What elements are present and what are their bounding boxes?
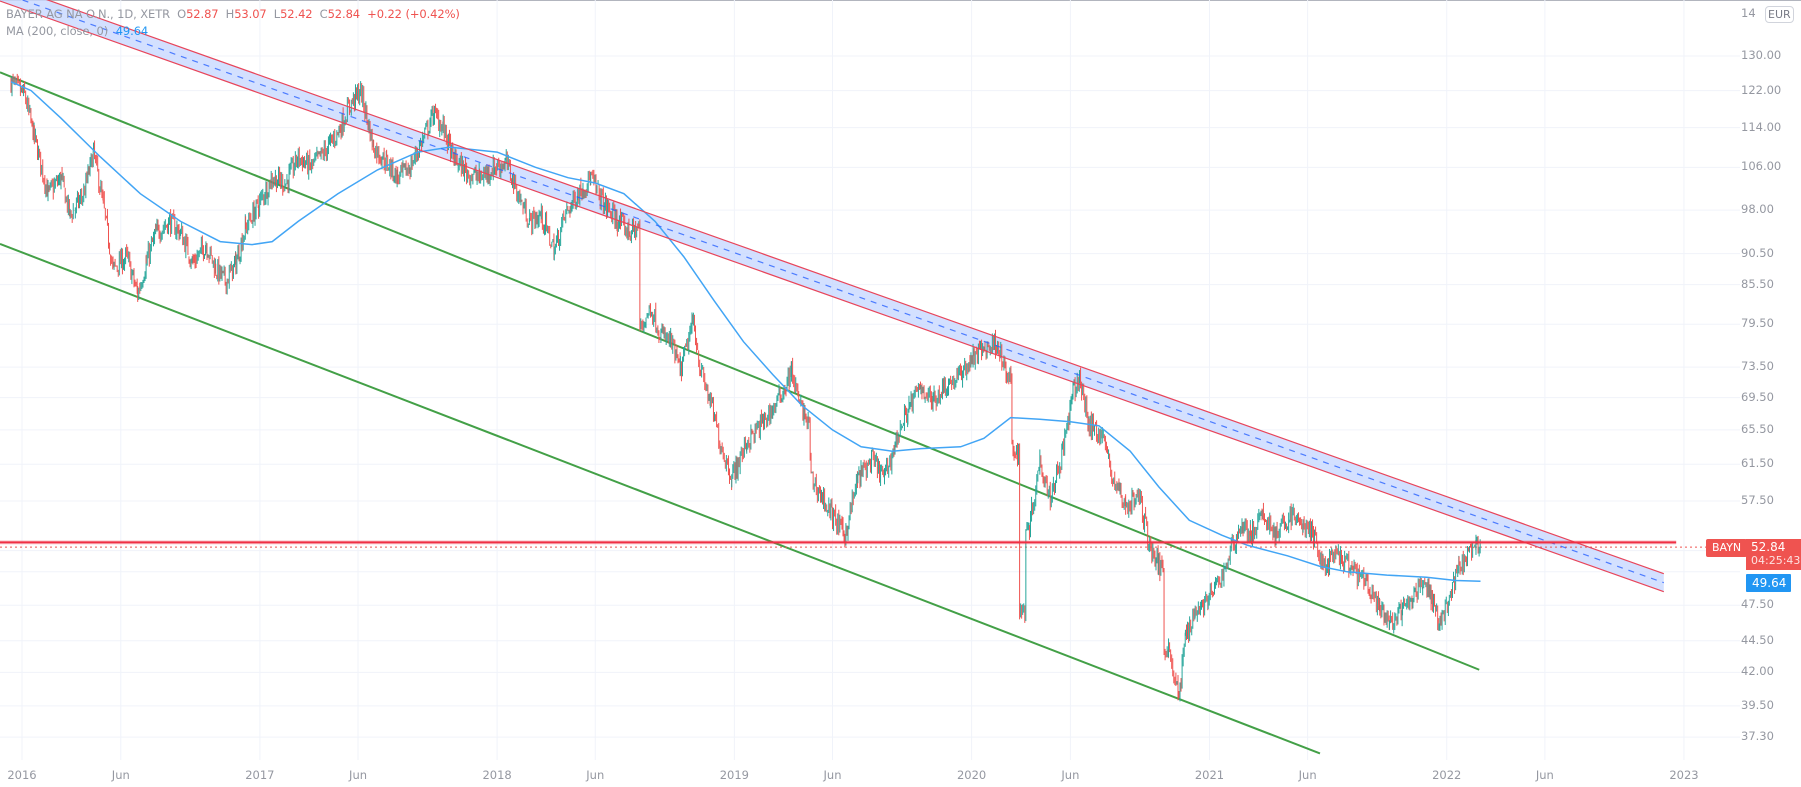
last-price-value: 52.84: [1751, 540, 1786, 554]
ma-value-label: 49.64: [1746, 574, 1791, 592]
chart-grid: [0, 0, 1740, 760]
price-tick-label: 73.50: [1741, 359, 1774, 374]
currency-button[interactable]: EUR: [1765, 6, 1794, 23]
ohlc-close: C52.84: [319, 7, 361, 21]
price-tick-label: 14: [1741, 6, 1756, 20]
price-tick-label: 122.00: [1741, 82, 1782, 97]
time-tick-label: 2020: [956, 768, 987, 782]
price-tick-label: 79.50: [1741, 316, 1774, 331]
time-tick-label: 2017: [245, 768, 275, 782]
time-tick-label: Jun: [1298, 768, 1317, 782]
ohlc-high: H53.07: [225, 7, 267, 21]
ohlc-low: L52.42: [273, 7, 313, 21]
time-tick-label: 2016: [7, 768, 37, 782]
time-tick-label: Jun: [111, 768, 130, 782]
time-tick-label: 2022: [1432, 768, 1462, 782]
ohlc-open: O52.87: [177, 7, 219, 21]
price-tick-label: 37.30: [1741, 729, 1774, 744]
price-tick-label: 90.50: [1741, 245, 1774, 260]
price-tick-label: 106.00: [1741, 159, 1782, 174]
indicator-value: 49.64: [115, 24, 149, 38]
price-tick-label: 39.50: [1741, 697, 1774, 712]
symbol-description: BAYER AG NA O.N., 1D, XETR: [6, 7, 171, 21]
time-tick-label: Jun: [1061, 768, 1080, 782]
ohlc-change: +0.22 (+0.42%): [367, 7, 460, 21]
time-tick-label: 2019: [719, 768, 749, 782]
time-tick-label: 2023: [1669, 768, 1699, 782]
last-price-label: 52.84 04:25:43: [1746, 539, 1801, 570]
indicator-legend[interactable]: MA (200, close, 0) 49.64: [6, 24, 148, 38]
price-tick-label: 98.00: [1741, 202, 1774, 217]
price-tick-label: 65.50: [1741, 421, 1774, 436]
symbol-legend: BAYER AG NA O.N., 1D, XETR O52.87 H53.07…: [6, 7, 460, 21]
price-tick-label: 114.00: [1741, 119, 1782, 134]
window-top-border: [0, 0, 1801, 1]
price-tick-label: 130.00: [1741, 48, 1782, 62]
chart-drawings-overlay[interactable]: [0, 0, 1677, 593]
price-tick-label: 69.50: [1741, 389, 1774, 404]
price-tick-label: 44.50: [1741, 632, 1774, 647]
time-tick-label: Jun: [349, 768, 368, 782]
price-tick-label: 47.50: [1741, 597, 1774, 612]
price-tick-label: 85.50: [1741, 276, 1774, 291]
ma200-line: [10, 81, 1481, 582]
time-tick-label: Jun: [823, 768, 842, 782]
indicator-description: MA (200, close, 0): [6, 24, 109, 38]
time-tick-label: 2018: [482, 768, 512, 782]
symbol-price-label: BAYN: [1706, 539, 1748, 557]
time-tick-label: 2021: [1194, 768, 1225, 782]
time-tick-label: Jun: [586, 768, 605, 782]
bar-countdown: 04:25:43: [1751, 554, 1801, 567]
candlestick-series: [10, 73, 1481, 702]
price-tick-label: 42.00: [1741, 664, 1774, 679]
price-tick-label: 61.50: [1741, 456, 1774, 471]
time-tick-label: Jun: [1535, 768, 1554, 782]
price-tick-label: 57.50: [1741, 492, 1774, 507]
